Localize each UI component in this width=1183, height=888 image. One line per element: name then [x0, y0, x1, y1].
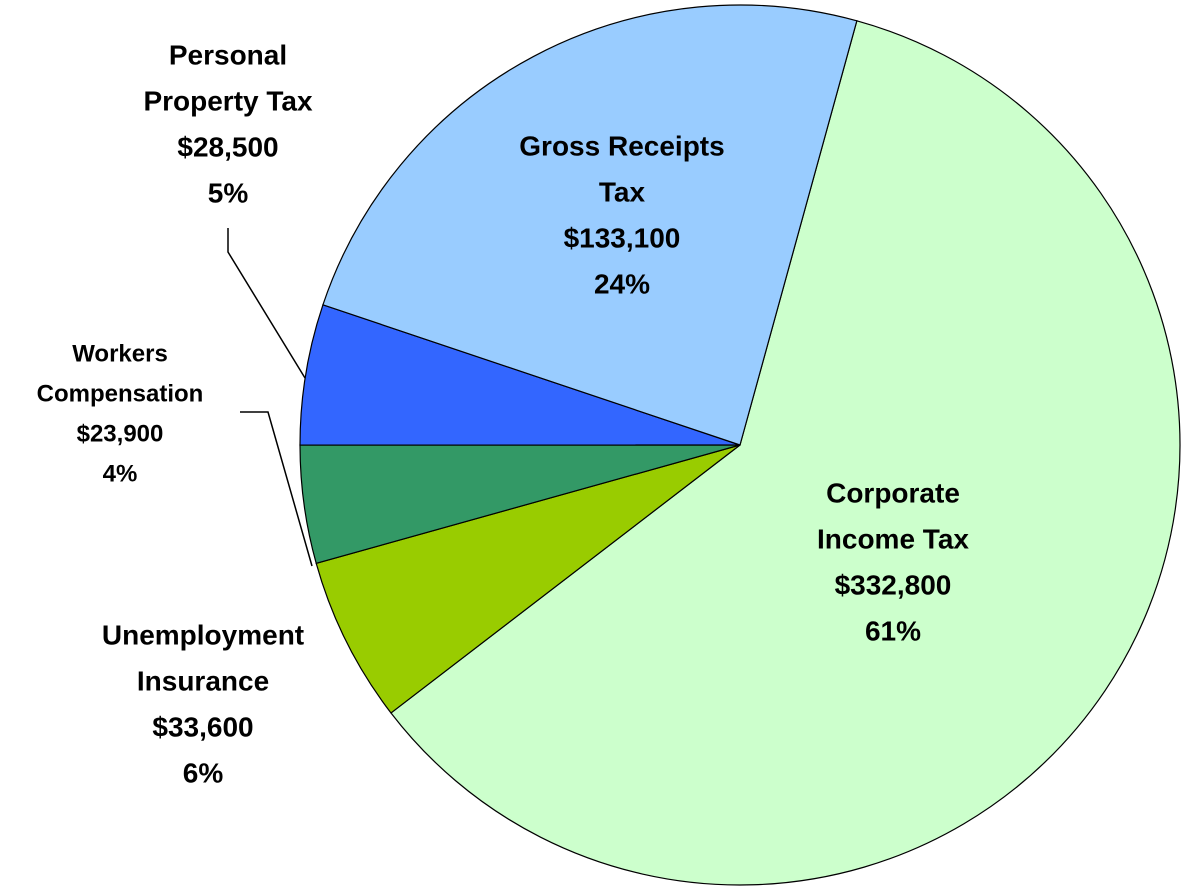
pie-slice — [315, 444, 741, 714]
value-label: $133,100 — [564, 222, 681, 253]
percent-label: 6% — [183, 757, 224, 788]
value-label: $28,500 — [177, 131, 278, 162]
slice-label: Property Tax — [143, 85, 313, 116]
pie-slice — [390, 20, 1181, 886]
slice-label: Income Tax — [817, 523, 969, 554]
leader-line — [227, 228, 306, 379]
slice-label: Unemployment — [102, 619, 304, 650]
slice-label: Workers — [72, 340, 168, 367]
percent-label: 24% — [594, 268, 650, 299]
pie-slice — [299, 304, 741, 446]
slice-label: Compensation — [37, 380, 204, 407]
value-label: $23,900 — [77, 420, 164, 447]
value-label: $332,800 — [835, 569, 952, 600]
percent-label: 4% — [103, 460, 138, 487]
slice-label: Personal — [169, 39, 287, 70]
value-label: $33,600 — [152, 711, 253, 742]
slice-label: Corporate — [826, 477, 960, 508]
percent-label: 61% — [865, 615, 921, 646]
slice-label: Insurance — [137, 665, 269, 696]
pie-slice — [322, 4, 858, 446]
leader-line — [240, 411, 313, 567]
percent-label: 5% — [208, 177, 249, 208]
slice-label: Tax — [599, 176, 646, 207]
slice-label: Gross Receipts — [519, 130, 724, 161]
